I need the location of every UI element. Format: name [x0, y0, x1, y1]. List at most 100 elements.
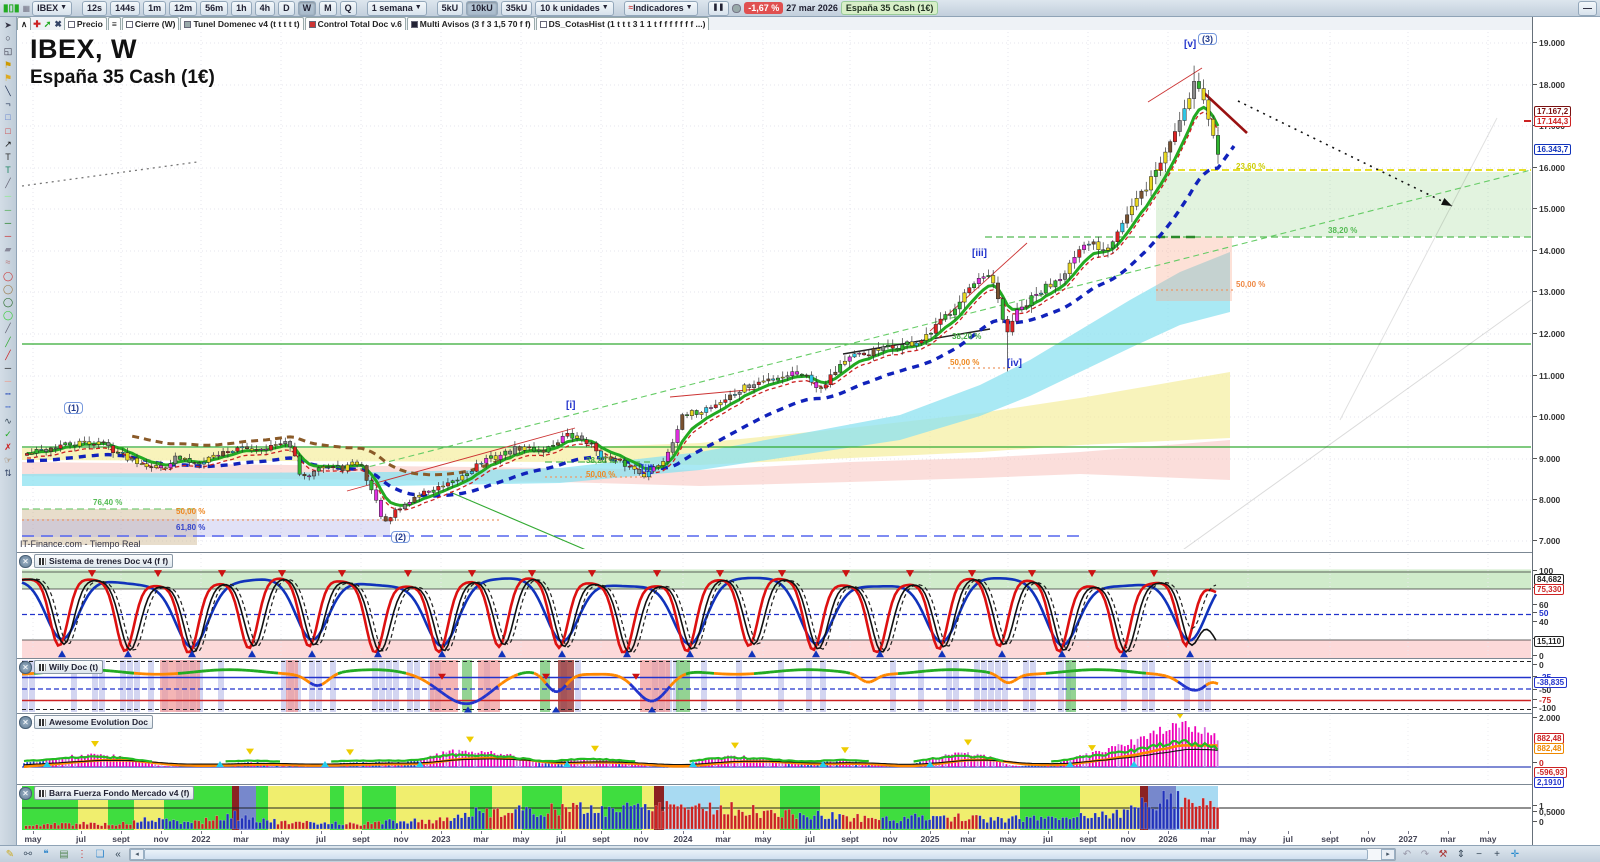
indicator-panel-willy[interactable]: ✕ Willy Doc (t) [17, 658, 1532, 714]
wave-tool-icon[interactable]: ∿ [4, 415, 12, 426]
time-axis[interactable]: may jul sept nov 2022 mar may jul sept nov 2023 mar… [17, 830, 1532, 846]
swatch-icon[interactable] [184, 20, 192, 28]
timeframe-1h[interactable]: 1h [231, 0, 252, 16]
pin-segment-tool-icon[interactable]: ╱ [5, 178, 11, 189]
rect-red-tool-icon[interactable]: □ [5, 125, 11, 136]
windows-icon[interactable]: ❏ [95, 848, 105, 860]
legend-item-2[interactable]: Cierre (W) [121, 17, 180, 30]
units-35kU[interactable]: 35kU [500, 0, 533, 16]
pattern-tool-icon[interactable]: ≈ [5, 257, 11, 268]
units-10kU[interactable]: 10kU [466, 0, 498, 16]
timeframe-M[interactable]: M [319, 0, 337, 16]
panel-title-tab[interactable]: Awesome Evolution Doc [34, 715, 154, 729]
indicator-panel-awesome[interactable]: ✕ Awesome Evolution Doc [17, 713, 1532, 785]
indicator-panel-trenes[interactable]: ✕ Sistema de trenes Doc v4 (f f) [17, 552, 1532, 659]
panel-title-tab[interactable]: Sistema de trenes Doc v4 (f f) [34, 554, 174, 568]
timeframe-4h[interactable]: 4h [254, 0, 276, 16]
line-red-tool-icon[interactable]: ╱ [5, 349, 11, 360]
polyline-tool-icon[interactable]: ╲ [5, 85, 11, 96]
cross-tool-icon[interactable]: ✗ [4, 442, 12, 452]
segment-tool-icon[interactable]: ¬ [5, 99, 11, 110]
line-gray-tool-icon[interactable]: ╱ [5, 323, 11, 334]
minimize-button[interactable]: — [1578, 0, 1597, 16]
legend-item-3[interactable]: Tunel Domenec v4 (t t t t t) [180, 17, 304, 30]
alarm-add-icon[interactable]: ⚑ [3, 59, 13, 70]
hline-black-icon[interactable]: ─ [4, 362, 12, 373]
chat-icon[interactable]: ❝ [43, 848, 49, 860]
price-axis[interactable]: 19.000 18.000 1 7.000 16.000 15.000 14.000 13.0… [1532, 17, 1600, 845]
hline-red-icon[interactable]: ─ [4, 231, 12, 241]
ellipse-green-tool-icon[interactable]: ◯ [2, 310, 14, 321]
chart-type-icon[interactable]: ▮▯▮ [3, 2, 20, 14]
ruler-tool-icon[interactable]: ▰ [4, 244, 12, 255]
legend-item-1[interactable]: ≡ [107, 17, 121, 30]
cursor-icon[interactable]: ➤ [4, 20, 12, 30]
arrow-tool-icon[interactable]: ↗ [4, 138, 12, 149]
pause-button[interactable]: ❚❚ [707, 0, 730, 16]
panel-close-button[interactable]: ✕ [19, 786, 32, 800]
checkbox-icon[interactable] [67, 20, 75, 28]
alarm-icon[interactable]: ⚑ [3, 72, 13, 83]
checkbox-icon[interactable] [125, 20, 133, 28]
collapse-left-icon[interactable]: « [115, 848, 121, 860]
line-green-tool-icon[interactable]: ╱ [5, 336, 11, 347]
panel-close-button[interactable]: ✕ [19, 660, 32, 674]
traffic-light-icon[interactable]: ⋮ [77, 848, 87, 860]
scroll-left-button[interactable]: ◂ [130, 848, 144, 860]
dotted-blue-tool-icon[interactable]: ┅ [5, 389, 11, 400]
checkbox-icon[interactable] [539, 20, 547, 28]
ellipse-brown-tool-icon[interactable]: ◯ [2, 283, 14, 294]
indicator-panel-barra[interactable]: ✕ Barra Fuerza Fondo Mercado v4 (f) [17, 784, 1532, 831]
legend-collapse-button[interactable]: ∧ [17, 17, 32, 30]
close-circle-icon[interactable]: ✖ [54, 19, 62, 29]
main-price-chart[interactable] [17, 30, 1532, 549]
zoom-in-icon[interactable]: + [1494, 848, 1500, 860]
swatch-icon[interactable] [410, 20, 418, 28]
units-5kU[interactable]: 5kU [436, 0, 464, 16]
zoom-out-icon[interactable]: − [1476, 848, 1482, 860]
swatch-icon[interactable] [308, 20, 316, 28]
up-arrow-icon[interactable]: ➚ [43, 19, 52, 29]
ellipse-red-tool-icon[interactable]: ◯ [2, 270, 14, 281]
period-select[interactable]: 1 semana ▼ [366, 0, 427, 16]
add-alert-icon[interactable]: ✚ [33, 19, 41, 29]
symbol-select[interactable]: IBEX ▼ [32, 0, 73, 16]
units-select[interactable]: 10 k unidades ▼ [535, 0, 614, 16]
horizontal-scrollbar[interactable]: ◂ ▸ [129, 847, 1396, 861]
hline-dark-green-icon[interactable]: ─ [4, 217, 12, 228]
hline-salmon-icon[interactable]: ─ [4, 376, 12, 387]
panel-close-button[interactable]: ✕ [19, 554, 32, 568]
timeframe-12m[interactable]: 12m [169, 0, 198, 16]
signature-tool-icon[interactable]: ✎ [5, 848, 15, 860]
zoom-vertical-icon[interactable]: ⇕ [1456, 848, 1466, 860]
hline-green-icon[interactable]: ─ [4, 204, 12, 215]
legend-item-4[interactable]: Control Total Doc v.6 [304, 17, 406, 30]
timeframe-144s[interactable]: 144s [110, 0, 141, 16]
timeframe-Q[interactable]: Q [339, 0, 357, 16]
panel-title-tab[interactable]: Willy Doc (t) [34, 660, 104, 674]
legend-item-6[interactable]: DS_CotasHist (1 t t t 3 1 1 t f f f f f … [535, 17, 710, 30]
dotted-blue2-tool-icon[interactable]: ┅ [5, 402, 11, 413]
callout-tool-icon[interactable]: T [5, 165, 11, 176]
check-tool-icon[interactable]: ✓ [4, 428, 12, 439]
panel-close-button[interactable]: ✕ [19, 715, 32, 729]
crosshair-icon[interactable]: ✛ [1510, 848, 1520, 860]
timeframe-W[interactable]: W [297, 0, 317, 16]
timeframe-56m[interactable]: 56m [200, 0, 229, 16]
rect-blue-tool-icon[interactable]: □ [5, 112, 11, 123]
script-icon[interactable]: ▤ [59, 848, 69, 860]
zoom-icon[interactable]: ○ [5, 33, 11, 44]
indicators-button[interactable]: ≈ Indicadores ▼ [623, 0, 698, 16]
undo-icon[interactable]: ↶ [1402, 848, 1412, 860]
scrollbar-thumb[interactable] [144, 848, 1368, 860]
workspace-grid-icon[interactable]: ▦ [22, 3, 31, 13]
hand-tool-icon[interactable]: ☞ [3, 455, 13, 466]
scroll-right-button[interactable]: ▸ [1381, 848, 1395, 860]
legend-item-5[interactable]: Multi Avisos (3 f 3 1,5 70 f f) [406, 17, 535, 30]
timeframe-1m[interactable]: 1m [143, 0, 167, 16]
timeframe-D[interactable]: D [278, 0, 295, 16]
zoom-area-icon[interactable]: ◱ [3, 46, 13, 57]
ellipse-dark-green-tool-icon[interactable]: ◯ [2, 296, 14, 307]
text-tool-icon[interactable]: T [5, 151, 11, 162]
share-icon[interactable]: ⚯ [23, 848, 33, 860]
